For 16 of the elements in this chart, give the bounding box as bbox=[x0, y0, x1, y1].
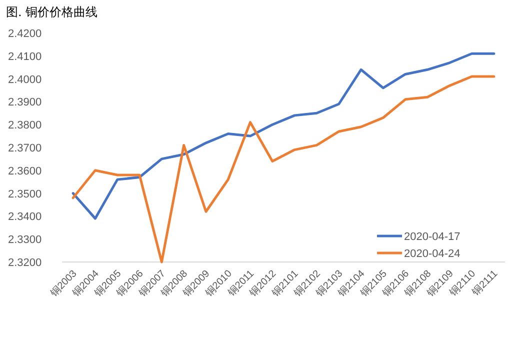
line-series bbox=[72, 75, 496, 264]
legend-label: 2020-04-24 bbox=[404, 248, 460, 260]
chart-title: 图. 铜价价格曲线 bbox=[6, 5, 98, 19]
y-tick-label: 2.3200 bbox=[8, 257, 42, 269]
y-tick-label: 2.3300 bbox=[8, 234, 42, 246]
y-tick-label: 2.4100 bbox=[8, 50, 42, 63]
line-series bbox=[72, 52, 496, 220]
legend-label: 2020-04-17 bbox=[404, 231, 460, 243]
y-tick-label: 2.3400 bbox=[8, 211, 42, 224]
y-tick-label: 2.3900 bbox=[8, 96, 42, 109]
y-tick-label: 2.3700 bbox=[8, 142, 42, 154]
y-tick-label: 2.4200 bbox=[8, 28, 42, 40]
y-tick-label: 2.3600 bbox=[8, 165, 42, 178]
y-tick-label: 2.3800 bbox=[8, 120, 42, 132]
y-tick-label: 2.3500 bbox=[8, 188, 42, 200]
y-tick-label: 2.4000 bbox=[8, 74, 42, 86]
